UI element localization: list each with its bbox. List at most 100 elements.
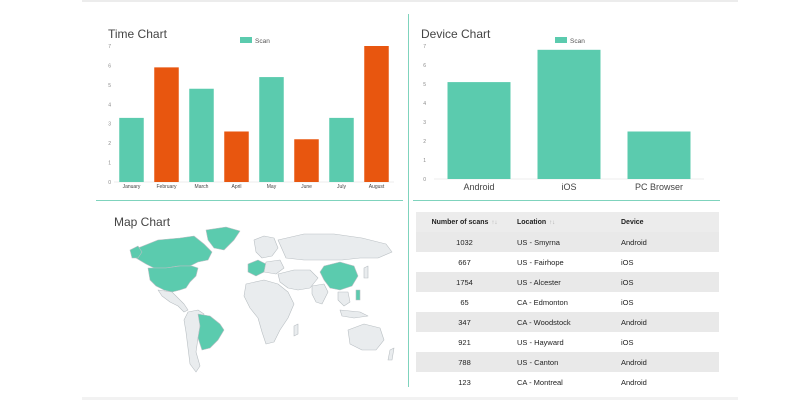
map-region-southeast-asia[interactable] [337,291,351,307]
map-region-central-europe[interactable] [263,259,285,275]
column-header-scans[interactable]: Number of scans ↑↓ [416,212,513,232]
table-row[interactable]: 123 CA - Montreal Android [416,372,719,392]
x-tick-label: Android [463,182,494,192]
map-region-russia[interactable] [277,233,393,261]
y-tick-label: 7 [108,44,111,50]
y-tick-label: 6 [108,63,111,69]
x-tick-label: April [231,184,241,190]
x-tick-label: March [195,184,209,190]
bar [259,77,284,182]
bar [329,117,354,182]
table-row[interactable]: 788 US - Canton Android [416,352,719,372]
cell-location: CA - Montreal [517,377,563,387]
map-region-usa[interactable] [147,265,199,293]
horizontal-divider-right [413,200,720,201]
cell-device: iOS [621,257,634,267]
cell-location: CA - Edmonton [517,297,568,307]
bar [294,139,319,182]
x-tick-label: February [156,184,177,190]
y-tick-label: 2 [108,141,111,147]
map-region-madagascar[interactable] [293,323,299,337]
y-tick-label: 2 [423,139,426,145]
map-region-middle-east[interactable] [277,269,319,291]
map-region-indonesia[interactable] [339,309,369,319]
legend-label: Scan [570,38,585,45]
cell-location: US - Smyrna [513,232,617,252]
column-header-device[interactable]: Device [617,212,719,232]
cell-scans: 347 [416,312,513,332]
scans-table: Number of scans ↑↓ Location ↑↓ Device 1032… [416,212,719,392]
cell-scans: 65 [460,297,469,307]
x-tick-label: May [267,184,277,190]
y-tick-label: 6 [423,63,426,69]
bar [119,117,144,182]
cell-device: Android [617,312,719,332]
table-header-row: Number of scans ↑↓ Location ↑↓ Device [416,212,719,232]
map-chart-title: Map Chart [114,215,171,229]
sort-icon[interactable]: ↑↓ [491,219,498,226]
cell-scans: 921 [458,337,471,347]
map-region-new-zealand[interactable] [387,347,395,361]
world-map[interactable] [128,226,398,378]
top-border [82,0,738,2]
cell-location: US - Fairhope [517,257,564,267]
cell-device: iOS [621,297,634,307]
map-region-brazil[interactable] [197,313,225,351]
table-row[interactable]: 1754 US - Alcester iOS [416,272,719,292]
column-header-location[interactable]: Location ↑↓ [513,212,617,232]
sort-icon[interactable]: ↑↓ [549,219,556,226]
bar [189,88,214,182]
y-tick-label: 1 [423,158,426,164]
cell-scans: 1032 [416,232,513,252]
y-tick-label: 3 [423,120,426,126]
column-header-location-label: Location [517,218,547,226]
map-region-alaska[interactable] [129,245,143,259]
map-region-canada[interactable] [135,235,213,269]
column-header-scans-label: Number of scans [431,218,489,226]
map-region-philippines[interactable] [355,289,361,301]
table-row[interactable]: 347 CA - Woodstock Android [416,312,719,332]
legend-swatch [555,37,567,43]
bar [364,46,389,182]
table-row[interactable]: 667 US - Fairhope iOS [416,252,719,272]
cell-location: US - Hayward [517,337,564,347]
cell-scans: 788 [416,352,513,372]
x-tick-label: PC Browser [635,182,683,192]
map-region-japan[interactable] [363,265,369,279]
bar [627,131,691,179]
bar [154,67,179,182]
map-region-europe-north[interactable] [253,235,279,259]
y-tick-label: 4 [423,101,426,107]
x-tick-label: June [301,184,312,190]
cell-device: Android [621,377,647,387]
cell-scans: 1754 [416,272,513,292]
map-region-western-europe[interactable] [247,259,267,277]
device-chart: Scan 0 1 2 3 4 5 6 7 Android iOS PC Browser [423,37,704,192]
map-region-greenland[interactable] [205,226,241,251]
y-tick-label: 1 [108,161,111,167]
column-header-device-label: Device [621,218,644,226]
y-tick-label: 0 [423,177,426,183]
map-region-mexico[interactable] [157,289,189,313]
cell-device: iOS [621,337,634,347]
map-region-australia[interactable] [347,323,385,351]
table-row[interactable]: 921 US - Hayward iOS [416,332,719,352]
legend-swatch [240,37,252,43]
x-tick-label: July [337,184,346,190]
x-tick-label: August [369,184,385,190]
cell-scans: 667 [458,257,471,267]
table-row[interactable]: 65 CA - Edmonton iOS [416,292,719,312]
cell-location: CA - Woodstock [513,312,617,332]
bar [537,49,601,179]
map-region-india[interactable] [311,283,329,305]
y-tick-label: 5 [423,82,426,88]
table-row[interactable]: 1032 US - Smyrna Android [416,232,719,252]
cell-device: Android [617,232,719,252]
map-region-africa[interactable] [243,279,295,345]
time-chart: Scan 0 1 2 3 4 5 6 7 January February March April May… [108,37,394,190]
bar [224,131,249,182]
map-region-south-america-west[interactable] [183,309,205,373]
time-chart-title: Time Chart [108,27,167,41]
cell-scans: 123 [458,377,471,387]
map-region-china[interactable] [319,261,359,291]
